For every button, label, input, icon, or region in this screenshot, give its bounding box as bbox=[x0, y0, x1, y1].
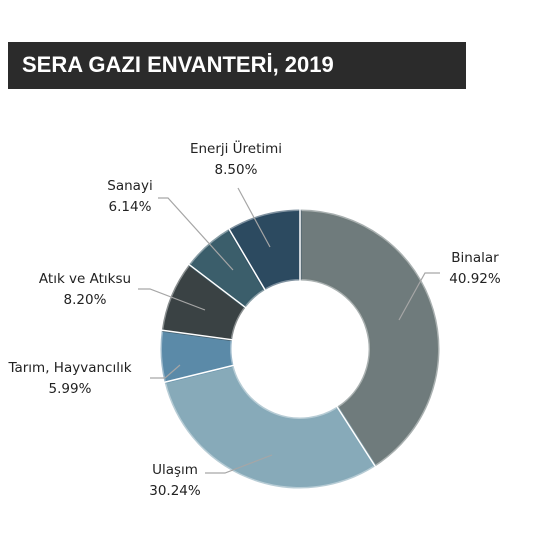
leader-line-0 bbox=[398, 272, 440, 321]
slice-value-4: 6.14% bbox=[109, 199, 152, 215]
donut-slice-0 bbox=[298, 209, 440, 467]
leader-line-1 bbox=[205, 454, 273, 474]
slice-separator bbox=[163, 364, 235, 384]
slice-value-2: 5.99% bbox=[49, 381, 92, 397]
leader-line-5 bbox=[237, 187, 271, 248]
slice-value-1: 30.24% bbox=[149, 483, 201, 499]
title-bar: SERA GAZI ENVANTERİ, 2019 bbox=[8, 42, 466, 89]
slice-label-4: Sanayi bbox=[107, 178, 152, 194]
leader-line-4 bbox=[158, 197, 234, 271]
slice-separator bbox=[188, 263, 247, 309]
leader-line-3 bbox=[138, 288, 206, 311]
slice-label-3: Atık ve Atıksu bbox=[39, 271, 131, 287]
slice-separator bbox=[336, 405, 377, 468]
chart-title: SERA GAZI ENVANTERİ, 2019 bbox=[22, 52, 334, 77]
leader-line-2 bbox=[150, 364, 181, 379]
slice-label-5: Enerji Üretimi bbox=[190, 139, 282, 157]
slice-separator bbox=[228, 228, 267, 291]
slice-label-2: Tarım, Hayvancılık bbox=[7, 360, 131, 376]
donut-slice-1 bbox=[164, 364, 376, 489]
slice-value-0: 40.92% bbox=[449, 271, 501, 287]
slice-value-3: 8.20% bbox=[64, 292, 107, 308]
slice-label-0: Binalar bbox=[451, 250, 499, 266]
slice-label-1: Ulaşım bbox=[152, 462, 198, 478]
slice-separator bbox=[161, 329, 233, 341]
slice-value-5: 8.50% bbox=[215, 162, 258, 178]
